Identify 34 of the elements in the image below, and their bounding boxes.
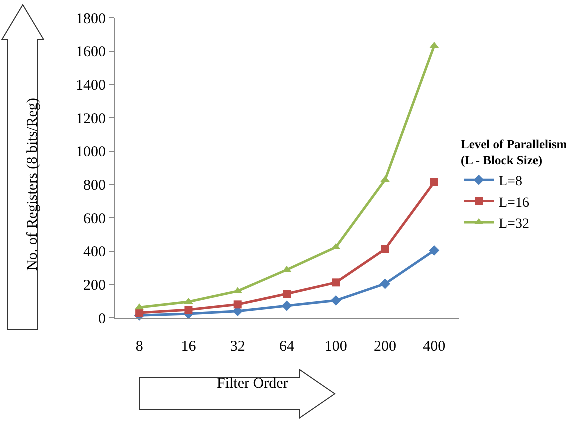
legend-title: Level of Parallelism (L - Block Size) — [461, 137, 568, 168]
y-tick-label: 600 — [84, 211, 106, 228]
y-tick-label: 1400 — [76, 78, 106, 94]
point — [430, 178, 438, 186]
x-tick-label: 400 — [423, 339, 446, 355]
point — [381, 245, 390, 254]
legend-label: L=16 — [499, 196, 530, 211]
point — [234, 300, 242, 309]
point — [429, 245, 440, 256]
y-tick-label: 400 — [84, 244, 106, 261]
x-tick-label: 100 — [324, 339, 348, 355]
point — [380, 278, 390, 290]
point — [184, 306, 193, 314]
x-tick-label: 8 — [136, 339, 144, 355]
y-axis-title: No. of Registers (8 bits/Reg) — [25, 98, 41, 271]
y-tick-label: 800 — [84, 178, 106, 194]
y-tick-label: 200 — [84, 278, 106, 294]
x-tick-label: 16 — [181, 339, 197, 355]
y-tick-label: 0 — [98, 311, 106, 328]
x-tick-label: 32 — [230, 339, 246, 355]
point — [283, 290, 291, 298]
y-tick-label: 1200 — [76, 111, 106, 128]
y-tick-label: 1000 — [76, 144, 106, 161]
point — [282, 300, 292, 312]
legend-label: L=8 — [499, 174, 522, 190]
x-tick-label: 64 — [280, 339, 295, 355]
point — [332, 278, 340, 287]
x-tick-label: 200 — [374, 339, 397, 355]
y-tick-label: 1600 — [76, 44, 106, 61]
point — [136, 309, 144, 317]
x-axis-title: Filter Order — [217, 376, 288, 392]
y-tick-label: 1800 — [76, 11, 106, 28]
legend-label: L=32 — [499, 216, 530, 232]
point — [330, 295, 342, 306]
